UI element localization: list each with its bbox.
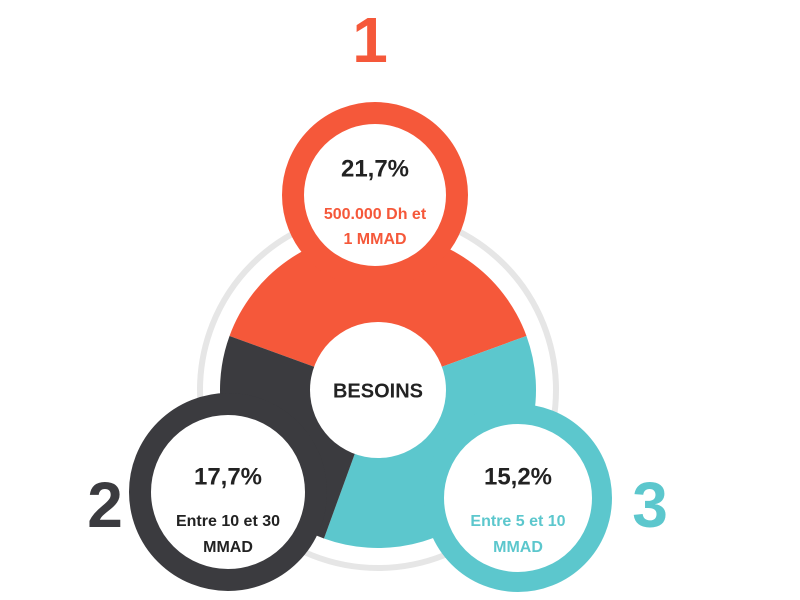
center-circle (310, 322, 446, 458)
percent: 15,2% (484, 463, 552, 490)
donut-segment (229, 232, 527, 370)
number: 1 (352, 4, 388, 76)
number: 3 (632, 469, 668, 541)
center-label: BESOINS (333, 380, 423, 402)
label-line: Entre 5 et 10 (470, 513, 565, 530)
label-line: MMAD (493, 539, 543, 556)
number: 2 (87, 469, 123, 541)
percent: 21,7% (341, 155, 409, 182)
label-line: Entre 10 et 30 (176, 513, 280, 530)
circle-2 (129, 393, 327, 591)
circle-1 (282, 102, 468, 288)
circle-3 (424, 404, 612, 592)
label-line: 500.000 Dh et (324, 206, 427, 223)
label-line: MMAD (203, 539, 253, 556)
percent: 17,7% (194, 463, 262, 490)
label-line: 1 MMAD (343, 231, 406, 248)
